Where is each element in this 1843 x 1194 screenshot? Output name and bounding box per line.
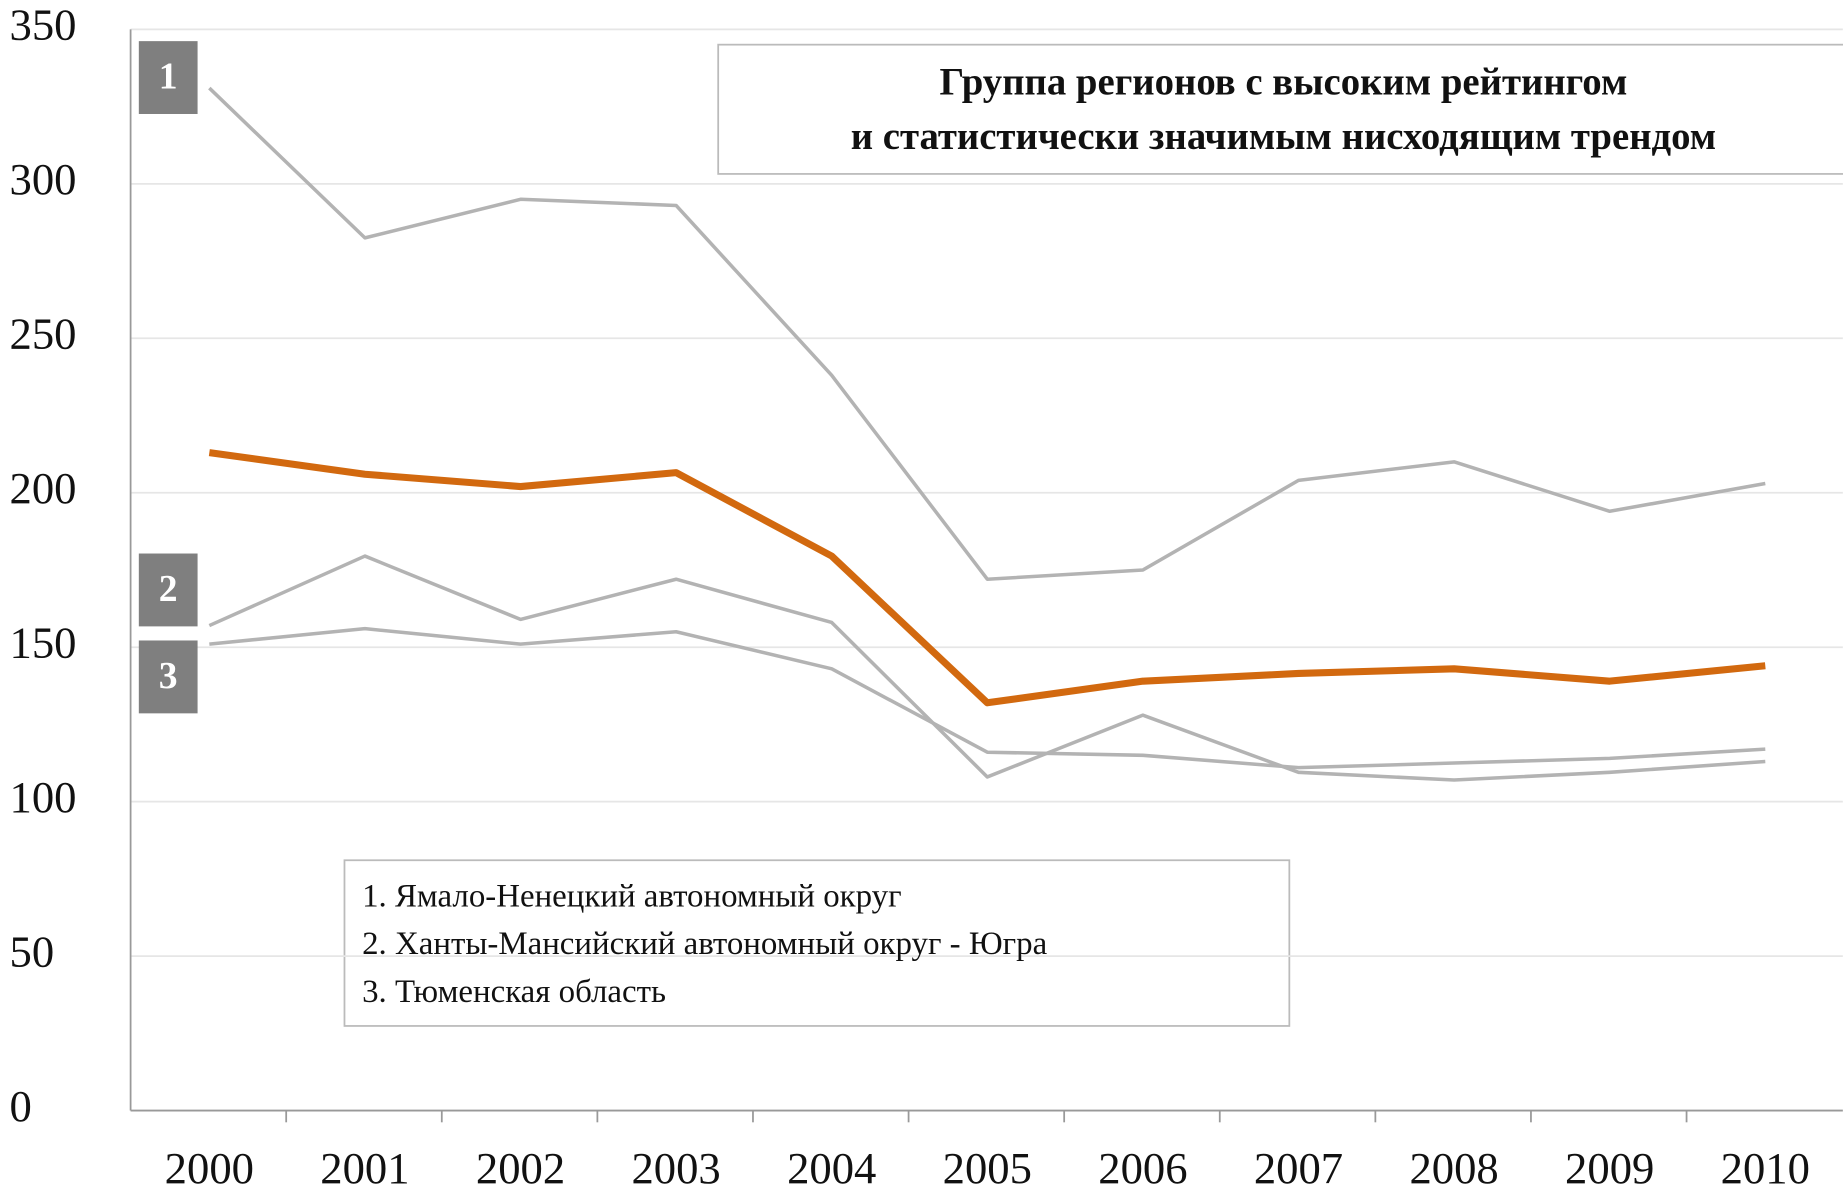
series-line: [209, 626, 1766, 770]
x-tick-label: 2004: [787, 1143, 876, 1193]
x-tick-label: 2007: [1254, 1143, 1343, 1193]
y-tick-label: 250: [10, 309, 77, 359]
y-tick-label: 150: [10, 617, 77, 667]
x-tick-label: 2010: [1721, 1143, 1810, 1193]
x-tick-label: 2009: [1565, 1143, 1654, 1193]
y-tick-label: 50: [10, 926, 55, 976]
x-tick-label: 2005: [943, 1143, 1032, 1193]
x-tick-label: 2002: [476, 1143, 565, 1193]
chart-title: и статистически значимым нисходящим трен…: [851, 115, 1716, 158]
series-badge-label: 3: [159, 655, 178, 697]
series-badge: [138, 640, 198, 714]
series-badge: [138, 553, 198, 627]
y-tick-label: 300: [10, 154, 77, 204]
y-tick-label: 200: [10, 463, 77, 513]
series-line: [208, 554, 1766, 782]
x-tick-label: 2008: [1409, 1143, 1498, 1193]
y-tick-label: 0: [10, 1081, 32, 1131]
legend-entry: 3. Тюменская область: [362, 974, 666, 1010]
series-badge-label: 1: [159, 56, 178, 98]
x-tick-label: 2003: [631, 1143, 720, 1193]
y-tick-label: 100: [10, 772, 77, 822]
x-tick-label: 2001: [320, 1143, 409, 1193]
series-line: [208, 86, 1766, 582]
series-badge-label: 2: [159, 568, 178, 610]
legend-box: [343, 859, 1291, 1027]
series-line: [208, 449, 1766, 707]
x-tick-label: 2000: [165, 1143, 254, 1193]
chart-title: Группа регионов с высоким рейтингом: [940, 61, 1628, 104]
legend-entry: 2. Ханты-Мансийский автономный округ - Ю…: [362, 926, 1047, 962]
series-badge: [138, 41, 198, 114]
y-tick-label: 350: [10, 0, 77, 50]
x-tick-label: 2006: [1098, 1143, 1187, 1193]
title-box: [717, 43, 1843, 175]
legend-entry: 1. Ямало-Ненецкий автономный округ: [362, 879, 902, 915]
